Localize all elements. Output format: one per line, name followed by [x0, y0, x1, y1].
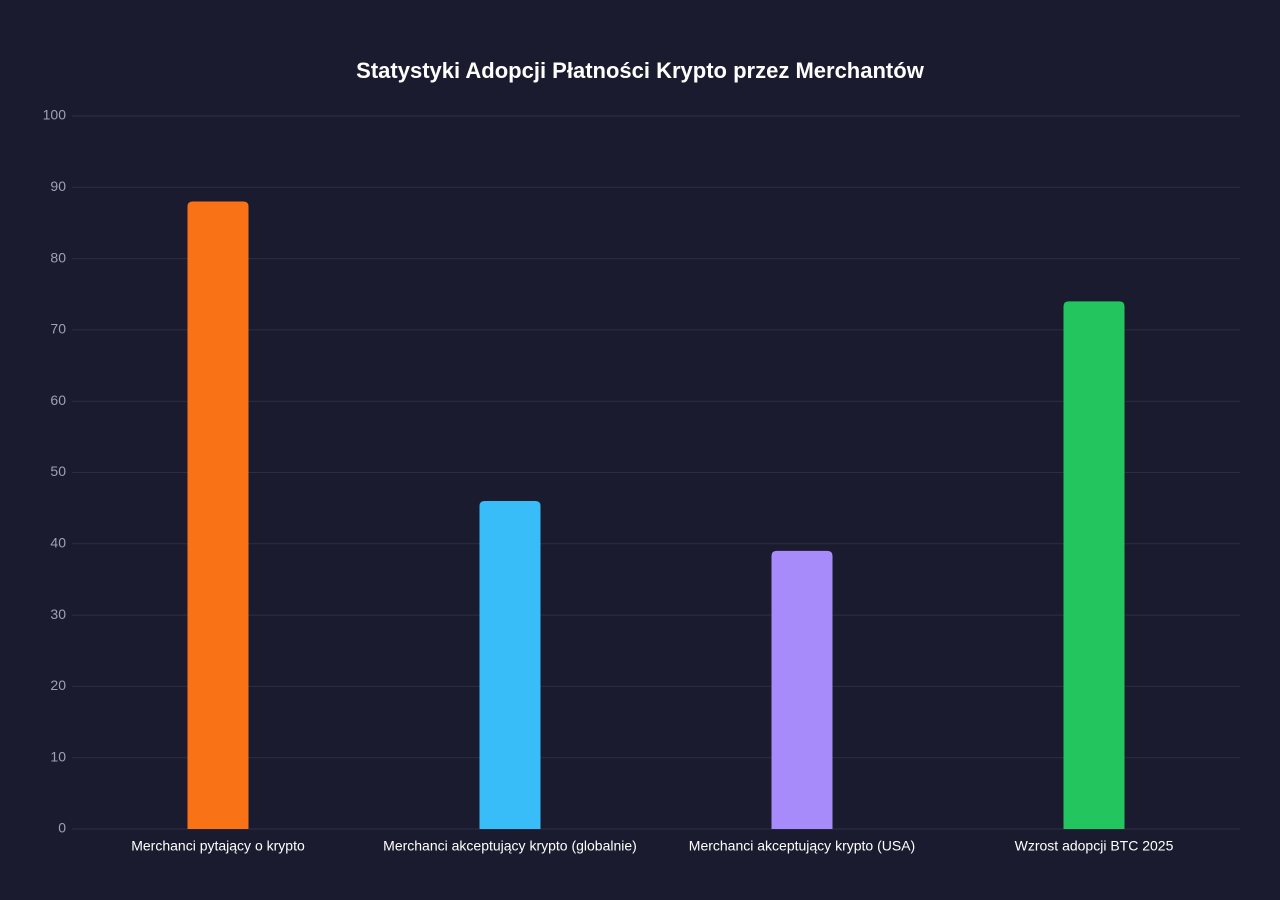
y-tick-label: 20 [50, 677, 66, 693]
y-tick-label: 30 [50, 606, 66, 622]
y-tick-label: 40 [50, 535, 66, 551]
y-tick-label: 70 [50, 321, 66, 337]
bar [1063, 301, 1125, 829]
y-tick-label: 80 [50, 249, 66, 265]
bar [187, 201, 249, 829]
y-tick-label: 90 [50, 178, 66, 194]
y-tick-label: 60 [50, 392, 66, 408]
y-tick-label: 100 [43, 107, 67, 123]
x-tick-label: Merchanci akceptujący krypto (globalnie) [383, 838, 637, 854]
x-tick-label: Wzrost adopcji BTC 2025 [1015, 838, 1174, 854]
y-tick-label: 50 [50, 463, 66, 479]
bar [479, 501, 541, 829]
x-tick-label: Merchanci pytający o krypto [131, 838, 305, 854]
chart-title: Statystyki Adopcji Płatności Krypto prze… [356, 58, 925, 83]
y-tick-label: 0 [58, 820, 66, 836]
x-tick-label: Merchanci akceptujący krypto (USA) [689, 838, 915, 854]
y-tick-label: 10 [50, 748, 66, 764]
bar [771, 550, 833, 829]
